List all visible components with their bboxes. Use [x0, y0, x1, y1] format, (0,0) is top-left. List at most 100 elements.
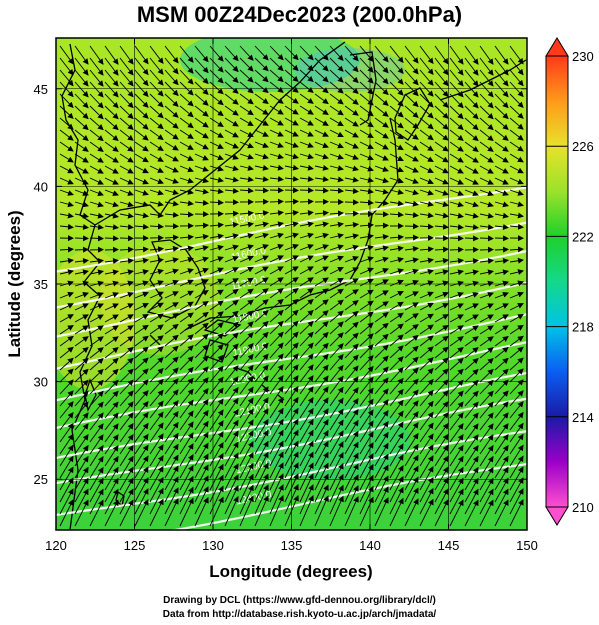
- wind-arrow: [149, 141, 164, 152]
- wind-arrow: [479, 379, 494, 395]
- wind-arrow: [74, 246, 89, 253]
- wind-arrow: [389, 290, 404, 299]
- wind-arrow: [209, 333, 224, 347]
- wind-arrow: [359, 81, 374, 95]
- wind-arrow: [464, 336, 479, 347]
- wind-arrow: [224, 165, 239, 172]
- wind-arrow: [344, 81, 359, 95]
- wind-arrow: [359, 129, 374, 139]
- wind-arrow: [254, 176, 269, 183]
- wind-arrow: [359, 289, 374, 299]
- wind-arrow: [134, 324, 149, 335]
- wind-arrow: [74, 390, 89, 407]
- wind-arrow: [329, 397, 344, 419]
- wind-arrow: [224, 141, 239, 149]
- wind-arrow: [329, 321, 344, 335]
- wind-arrow: [374, 93, 389, 107]
- wind-arrow: [239, 93, 254, 105]
- wind-arrow: [434, 335, 449, 347]
- wind-arrow: [104, 69, 119, 87]
- wind-arrow: [254, 45, 269, 61]
- wind-arrow: [164, 234, 179, 241]
- wind-arrow: [494, 325, 509, 335]
- wind-arrow: [344, 289, 359, 299]
- wind-arrow: [299, 266, 314, 275]
- wind-arrow: [494, 368, 509, 383]
- wind-arrow: [479, 423, 494, 443]
- wind-arrow: [344, 267, 359, 275]
- wind-arrow: [389, 165, 404, 173]
- wind-arrow: [449, 81, 464, 98]
- wind-arrow: [374, 366, 389, 383]
- wind-arrow: [509, 69, 524, 87]
- wind-arrow: [104, 269, 119, 276]
- wind-arrow: [149, 378, 164, 395]
- colorbar-tick-label: 210: [572, 500, 594, 515]
- wind-arrow: [209, 354, 224, 371]
- wind-arrow: [269, 364, 284, 383]
- wind-arrow: [509, 314, 524, 323]
- wind-arrow: [299, 198, 314, 205]
- wind-arrow: [269, 57, 284, 72]
- wind-arrow: [299, 45, 314, 61]
- wind-arrow: [419, 368, 434, 383]
- wind-arrow: [59, 357, 74, 371]
- wind-arrow: [194, 333, 209, 347]
- wind-arrow: [479, 258, 494, 265]
- wind-arrow: [509, 379, 524, 395]
- wind-arrow: [59, 153, 74, 163]
- wind-arrow: [329, 187, 344, 194]
- wind-arrow: [254, 210, 269, 217]
- wind-arrow: [449, 212, 464, 219]
- wind-arrow: [119, 390, 134, 407]
- wind-arrow: [389, 69, 404, 85]
- wind-arrow: [254, 266, 269, 275]
- wind-arrow: [389, 367, 404, 383]
- wind-arrow: [404, 129, 419, 140]
- wind-arrow: [329, 176, 344, 183]
- wind-arrow: [149, 268, 164, 275]
- wind-arrow: [59, 335, 74, 347]
- wind-arrow: [464, 423, 479, 443]
- wind-arrow: [494, 223, 509, 230]
- wind-arrow: [374, 199, 389, 206]
- wind-arrow: [254, 288, 269, 299]
- wind-arrow: [164, 189, 179, 196]
- wind-arrow: [449, 325, 464, 335]
- wind-arrow: [314, 408, 329, 431]
- wind-arrow: [449, 117, 464, 131]
- wind-arrow: [479, 141, 494, 152]
- wind-arrow: [74, 141, 89, 152]
- wind-arrow: [239, 187, 254, 194]
- wind-arrow: [74, 105, 89, 120]
- wind-arrow: [149, 246, 164, 253]
- wind-arrow: [464, 212, 479, 219]
- wind-arrow: [479, 390, 494, 407]
- wind-arrow: [419, 335, 434, 347]
- wind-arrow: [179, 69, 194, 85]
- wind-arrow: [209, 409, 224, 431]
- colorbar-tick-label: 214: [572, 410, 594, 425]
- wind-arrow: [299, 255, 314, 263]
- wind-arrow: [134, 246, 149, 253]
- wind-arrow: [404, 117, 419, 129]
- wind-arrow: [374, 233, 389, 240]
- wind-arrow: [404, 177, 419, 184]
- wind-arrow: [464, 390, 479, 407]
- wind-arrow: [479, 401, 494, 419]
- wind-arrow: [209, 81, 224, 95]
- x-tick-label: 135: [281, 538, 303, 553]
- wind-arrow: [179, 388, 194, 407]
- wind-arrow: [509, 346, 524, 359]
- wind-arrow: [344, 354, 359, 371]
- wind-arrow: [479, 412, 494, 431]
- wind-arrow: [254, 364, 269, 383]
- wind-arrow: [374, 279, 389, 287]
- wind-arrow: [269, 153, 284, 160]
- wind-arrow: [449, 153, 464, 163]
- wind-arrow: [89, 423, 104, 443]
- wind-arrow: [419, 141, 434, 152]
- wind-arrow: [359, 387, 374, 407]
- wind-arrow: [479, 129, 494, 142]
- wind-arrow: [314, 129, 329, 137]
